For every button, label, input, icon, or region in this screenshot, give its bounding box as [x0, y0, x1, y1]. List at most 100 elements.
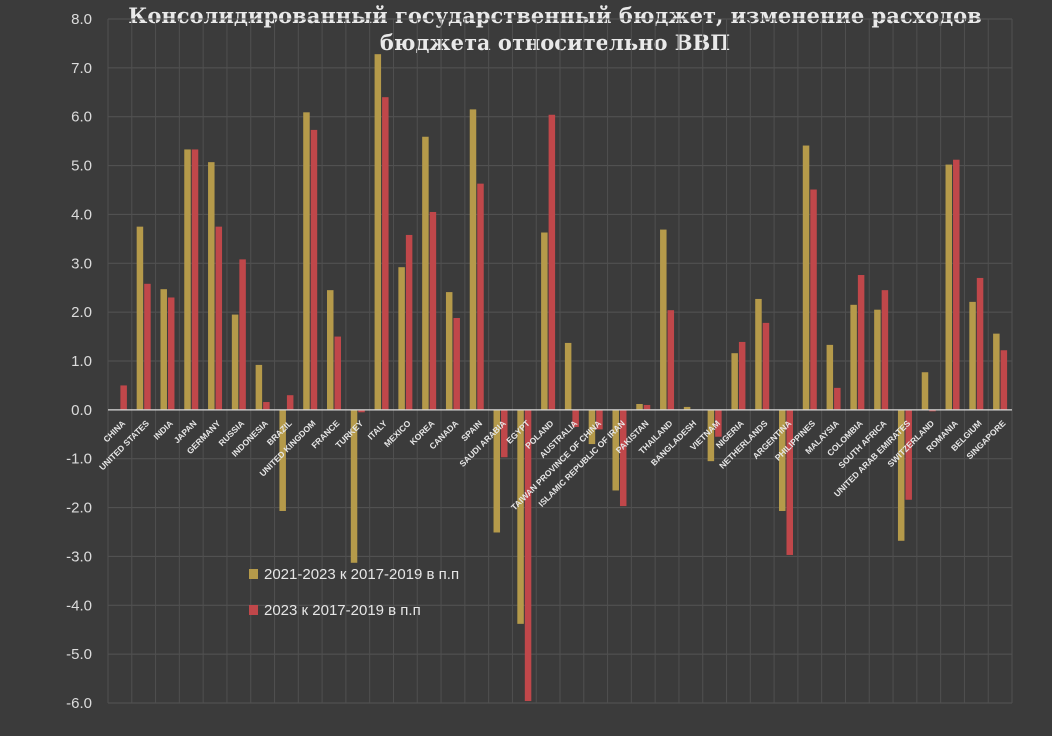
bar-series-2-switzerland	[929, 409, 936, 412]
bar-series-1-turkey	[350, 409, 358, 563]
bar-series-1-belgium	[969, 301, 976, 410]
y-tick-label: 8.0	[71, 11, 92, 28]
y-tick-label: -6.0	[66, 695, 92, 712]
gridlines	[107, 18, 1013, 704]
bar-series-1-egypt	[517, 409, 524, 624]
bar-series-2-south-africa	[881, 290, 889, 410]
bar-series-1-united-kingdom	[303, 112, 310, 410]
y-tick-label: 4.0	[71, 206, 92, 223]
bar-series-2-pakistan	[643, 404, 651, 410]
bar-series-1-philippines	[802, 145, 810, 410]
bar-series-2-indonesia	[263, 402, 270, 410]
y-tick-label: -5.0	[66, 646, 92, 663]
chart-title-line-2: бюджета относительно ВВП	[380, 30, 730, 55]
y-tick-label: -4.0	[66, 597, 92, 614]
legend-swatch-2	[249, 605, 258, 615]
legend: 2021-2023 к 2017-2019 в п.п 2023 к 2017-2…	[249, 566, 459, 619]
bar-series-2-united-states	[144, 283, 151, 410]
bar-series-2-thailand	[667, 310, 675, 410]
bar-series-1-thailand	[660, 229, 667, 410]
y-tick-label: 0.0	[71, 402, 92, 419]
y-tick-label: 2.0	[71, 304, 92, 321]
y-tick-label: 3.0	[71, 255, 92, 272]
bar-series-2-canada	[453, 318, 460, 410]
bar-series-1-indonesia	[255, 364, 263, 410]
bar-series-1-bangladesh	[683, 406, 691, 410]
chart-title-line-1: Консолидированный государственный бюджет…	[128, 3, 981, 28]
bar-series-1-colombia	[850, 304, 857, 410]
bar-series-2-korea	[429, 211, 437, 410]
bar-series-1-canada	[445, 292, 453, 410]
y-tick-label: 5.0	[71, 158, 92, 175]
bar-series-1-malaysia	[826, 344, 834, 410]
bar-series-1-korea	[422, 136, 429, 410]
y-tick-label: -2.0	[66, 500, 92, 517]
legend-label-1: 2021-2023 к 2017-2019 в п.п	[264, 566, 459, 583]
bar-series-1-united-states	[136, 226, 144, 410]
bar-series-2-malaysia	[834, 387, 841, 410]
bar-series-2-france	[334, 336, 341, 410]
bar-series-1-romania	[945, 164, 953, 410]
bar-series-2-nigeria	[738, 341, 746, 410]
bar-series-2-germany	[215, 226, 223, 410]
y-tick-label: 6.0	[71, 109, 92, 126]
bar-series-2-islamic-republic-of-iran	[619, 409, 627, 507]
bar-series-1-australia	[564, 342, 572, 410]
bar-series-2-netherlands	[762, 322, 770, 410]
legend-swatch-1	[249, 569, 258, 579]
bar-series-2-brazil	[286, 395, 294, 410]
bar-series-1-japan	[184, 149, 191, 410]
bar-series-2-argentina	[786, 409, 793, 555]
y-tick-label: 1.0	[71, 353, 92, 370]
bar-series-1-netherlands	[755, 298, 762, 410]
bar-series-1-india	[160, 289, 167, 410]
bar-series-1-mexico	[398, 267, 405, 410]
bar-series-2-united-kingdom	[310, 129, 318, 410]
bar-series-2-romania	[953, 159, 960, 410]
bar-series-2-japan	[191, 149, 199, 410]
bar-series-2-turkey	[358, 409, 365, 413]
bar-series-1-islamic-republic-of-iran	[612, 409, 619, 491]
bar-series-1-singapore	[993, 333, 1000, 410]
bar-series-1-brazil	[279, 409, 286, 511]
bar-series-1-argentina	[779, 409, 786, 511]
bar-series-1-vietnam	[707, 409, 715, 462]
bar-series-1-nigeria	[731, 353, 738, 410]
bars	[120, 54, 1008, 702]
y-tick-label: 7.0	[71, 60, 92, 77]
bar-series-1-germany	[208, 162, 215, 410]
bar-series-1-poland	[541, 232, 548, 410]
bar-series-2-colombia	[857, 275, 865, 410]
bar-series-1-italy	[374, 54, 382, 410]
x-tick-label: MEXICO	[382, 418, 413, 449]
bar-series-1-pakistan	[636, 403, 643, 410]
bar-series-2-china	[120, 385, 127, 410]
bar-series-2-united-arab-emirates	[905, 409, 912, 500]
bar-series-2-mexico	[405, 234, 413, 410]
bar-series-2-spain	[477, 183, 484, 410]
bar-series-1-united-arab-emirates	[897, 409, 905, 541]
legend-label-2: 2023 к 2017-2019 в п.п	[264, 602, 421, 619]
bar-series-2-italy	[382, 97, 389, 410]
bar-series-2-russia	[239, 259, 246, 410]
bar-series-1-france	[327, 290, 334, 410]
bar-series-1-south-africa	[874, 309, 881, 410]
y-tick-label: -1.0	[66, 451, 92, 468]
bar-series-1-russia	[231, 314, 239, 410]
bar-series-1-spain	[469, 109, 477, 410]
bar-series-2-egypt	[524, 409, 532, 702]
bar-series-2-taiwan-province-of-china	[596, 409, 603, 430]
bar-series-2-saudi-arabia	[501, 409, 508, 458]
bar-series-2-india	[167, 297, 175, 410]
bar-series-2-poland	[548, 114, 556, 410]
bar-series-1-saudi-arabia	[493, 409, 501, 533]
bar-series-1-switzerland	[921, 372, 929, 410]
bar-series-2-vietnam	[715, 409, 722, 437]
y-tick-label: -3.0	[66, 548, 92, 565]
bar-series-1-taiwan-province-of-china	[588, 409, 596, 445]
bar-series-2-singapore	[1000, 350, 1008, 410]
y-axis-ticks: 8.0 7.0 6.0 5.0 4.0 3.0 2.0 1.0 0.0 -1.0 -2.0 -3.0 -…	[66, 11, 92, 712]
